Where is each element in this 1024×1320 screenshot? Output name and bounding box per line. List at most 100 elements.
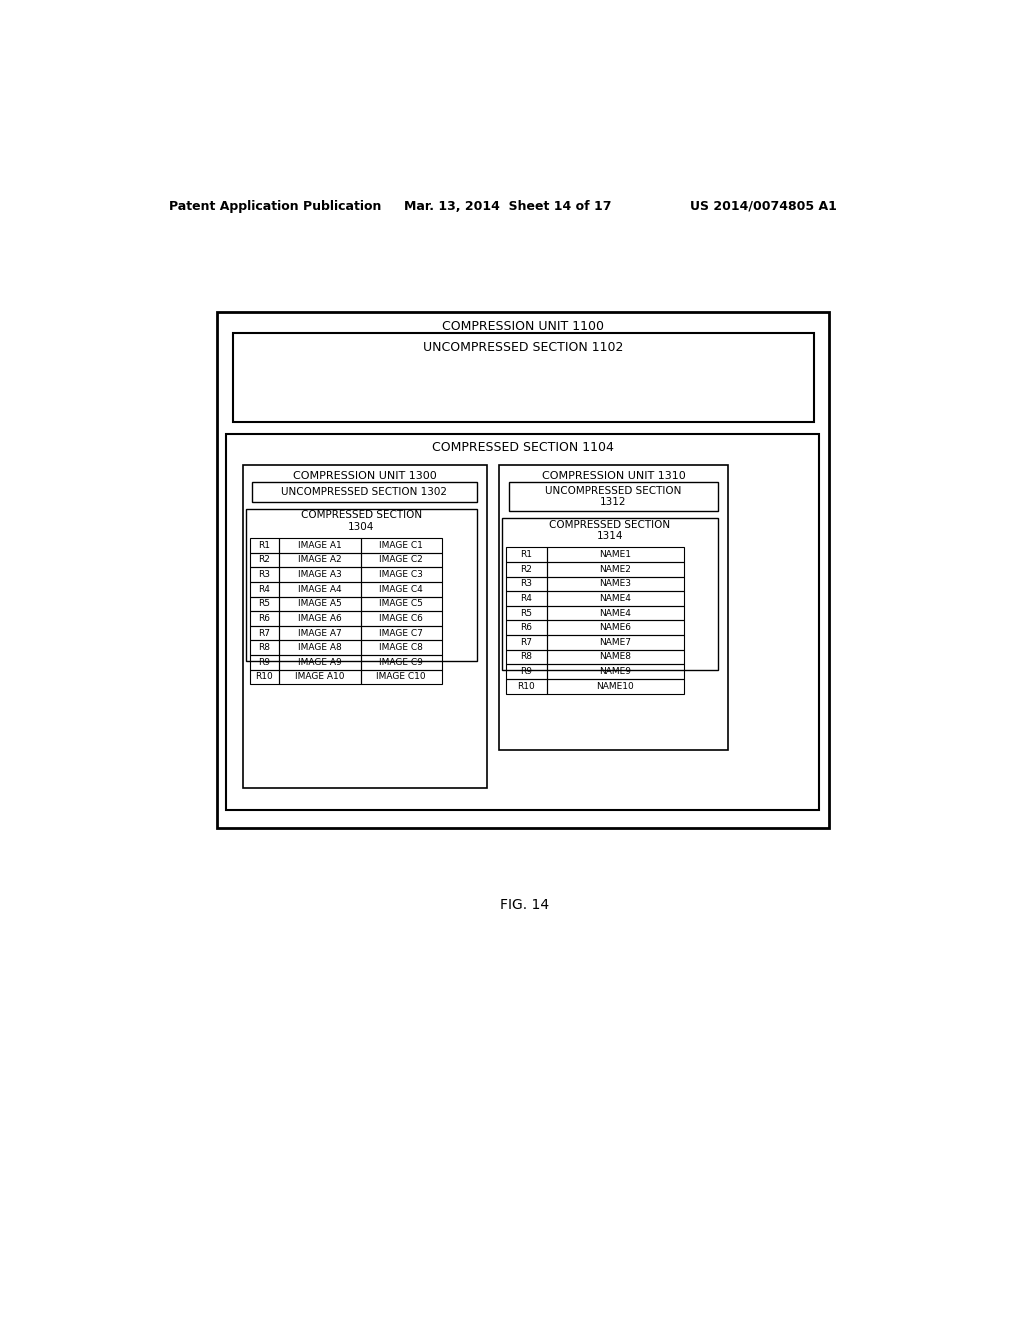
Bar [280,539,360,553]
Bar [547,635,684,649]
Text: NAME6: NAME6 [599,623,632,632]
Bar [506,649,547,664]
Text: R10: R10 [256,672,273,681]
Bar [243,465,486,788]
Bar [547,678,684,693]
Text: Mar. 13, 2014  Sheet 14 of 17: Mar. 13, 2014 Sheet 14 of 17 [404,199,611,213]
Bar [506,577,547,591]
Text: IMAGE C10: IMAGE C10 [377,672,426,681]
Text: IMAGE A3: IMAGE A3 [298,570,342,579]
Text: COMPRESSED SECTION
1304: COMPRESSED SECTION 1304 [301,511,422,532]
Bar [250,597,280,611]
Text: IMAGE A9: IMAGE A9 [298,657,342,667]
Text: IMAGE C7: IMAGE C7 [379,628,423,638]
Text: Patent Application Publication: Patent Application Publication [169,199,381,213]
Bar [250,568,280,582]
Bar [547,620,684,635]
Bar [506,664,547,678]
Text: US 2014/0074805 A1: US 2014/0074805 A1 [690,199,837,213]
Bar [506,678,547,693]
Text: NAME4: NAME4 [599,609,632,618]
Bar [509,482,718,511]
Text: R1: R1 [258,541,270,550]
Text: NAME1: NAME1 [599,550,632,560]
Text: IMAGE C2: IMAGE C2 [379,556,423,565]
Text: R3: R3 [520,579,532,589]
Text: COMPRESSED SECTION
1314: COMPRESSED SECTION 1314 [550,520,671,541]
Text: IMAGE A8: IMAGE A8 [298,643,342,652]
Bar [500,465,728,750]
Text: IMAGE C3: IMAGE C3 [379,570,423,579]
Text: IMAGE A4: IMAGE A4 [298,585,342,594]
Bar [250,626,280,640]
Text: UNCOMPRESSED SECTION 1302: UNCOMPRESSED SECTION 1302 [282,487,447,496]
Bar [506,635,547,649]
Text: R8: R8 [520,652,532,661]
Bar [280,655,360,669]
Bar [506,606,547,620]
Bar [547,649,684,664]
Bar [360,626,442,640]
Text: R7: R7 [520,638,532,647]
Text: NAME8: NAME8 [599,652,632,661]
Text: IMAGE A10: IMAGE A10 [295,672,344,681]
Text: NAME2: NAME2 [599,565,632,574]
Bar [547,606,684,620]
Bar [547,548,684,562]
Bar [246,508,477,661]
Bar [360,597,442,611]
Text: NAME4: NAME4 [599,594,632,603]
Text: COMPRESSION UNIT 1310: COMPRESSION UNIT 1310 [542,471,685,480]
Bar [252,482,477,502]
Text: R8: R8 [258,643,270,652]
Bar [360,539,442,553]
Text: IMAGE C6: IMAGE C6 [379,614,423,623]
Bar [280,640,360,655]
Bar [506,562,547,577]
Bar [360,669,442,684]
Bar [360,553,442,568]
Text: R2: R2 [520,565,532,574]
Bar [547,591,684,606]
Text: IMAGE C1: IMAGE C1 [379,541,423,550]
Bar [280,553,360,568]
Text: R4: R4 [520,594,532,603]
Bar [250,669,280,684]
Bar [226,434,819,810]
Bar [250,553,280,568]
Bar [250,611,280,626]
Text: R9: R9 [258,657,270,667]
Bar [280,626,360,640]
Text: IMAGE A5: IMAGE A5 [298,599,342,609]
Bar [217,313,829,829]
Bar [360,568,442,582]
Bar [250,640,280,655]
Text: NAME7: NAME7 [599,638,632,647]
Bar [280,582,360,597]
Text: NAME3: NAME3 [599,579,632,589]
Bar [250,582,280,597]
Text: R4: R4 [258,585,270,594]
Text: R5: R5 [258,599,270,609]
Bar [232,333,814,422]
Text: IMAGE C5: IMAGE C5 [379,599,423,609]
Text: COMPRESSED SECTION 1104: COMPRESSED SECTION 1104 [432,441,613,454]
Bar [280,568,360,582]
Bar [280,597,360,611]
Bar [506,548,547,562]
Text: IMAGE C9: IMAGE C9 [379,657,423,667]
Text: R9: R9 [520,667,532,676]
Bar [503,517,718,671]
Bar [547,577,684,591]
Text: NAME9: NAME9 [599,667,632,676]
Text: IMAGE A1: IMAGE A1 [298,541,342,550]
Bar [250,655,280,669]
Text: UNCOMPRESSED SECTION
1312: UNCOMPRESSED SECTION 1312 [545,486,681,507]
Bar [250,539,280,553]
Bar [506,591,547,606]
Bar [360,655,442,669]
Text: R2: R2 [258,556,270,565]
Bar [506,620,547,635]
Text: IMAGE A6: IMAGE A6 [298,614,342,623]
Bar [360,582,442,597]
